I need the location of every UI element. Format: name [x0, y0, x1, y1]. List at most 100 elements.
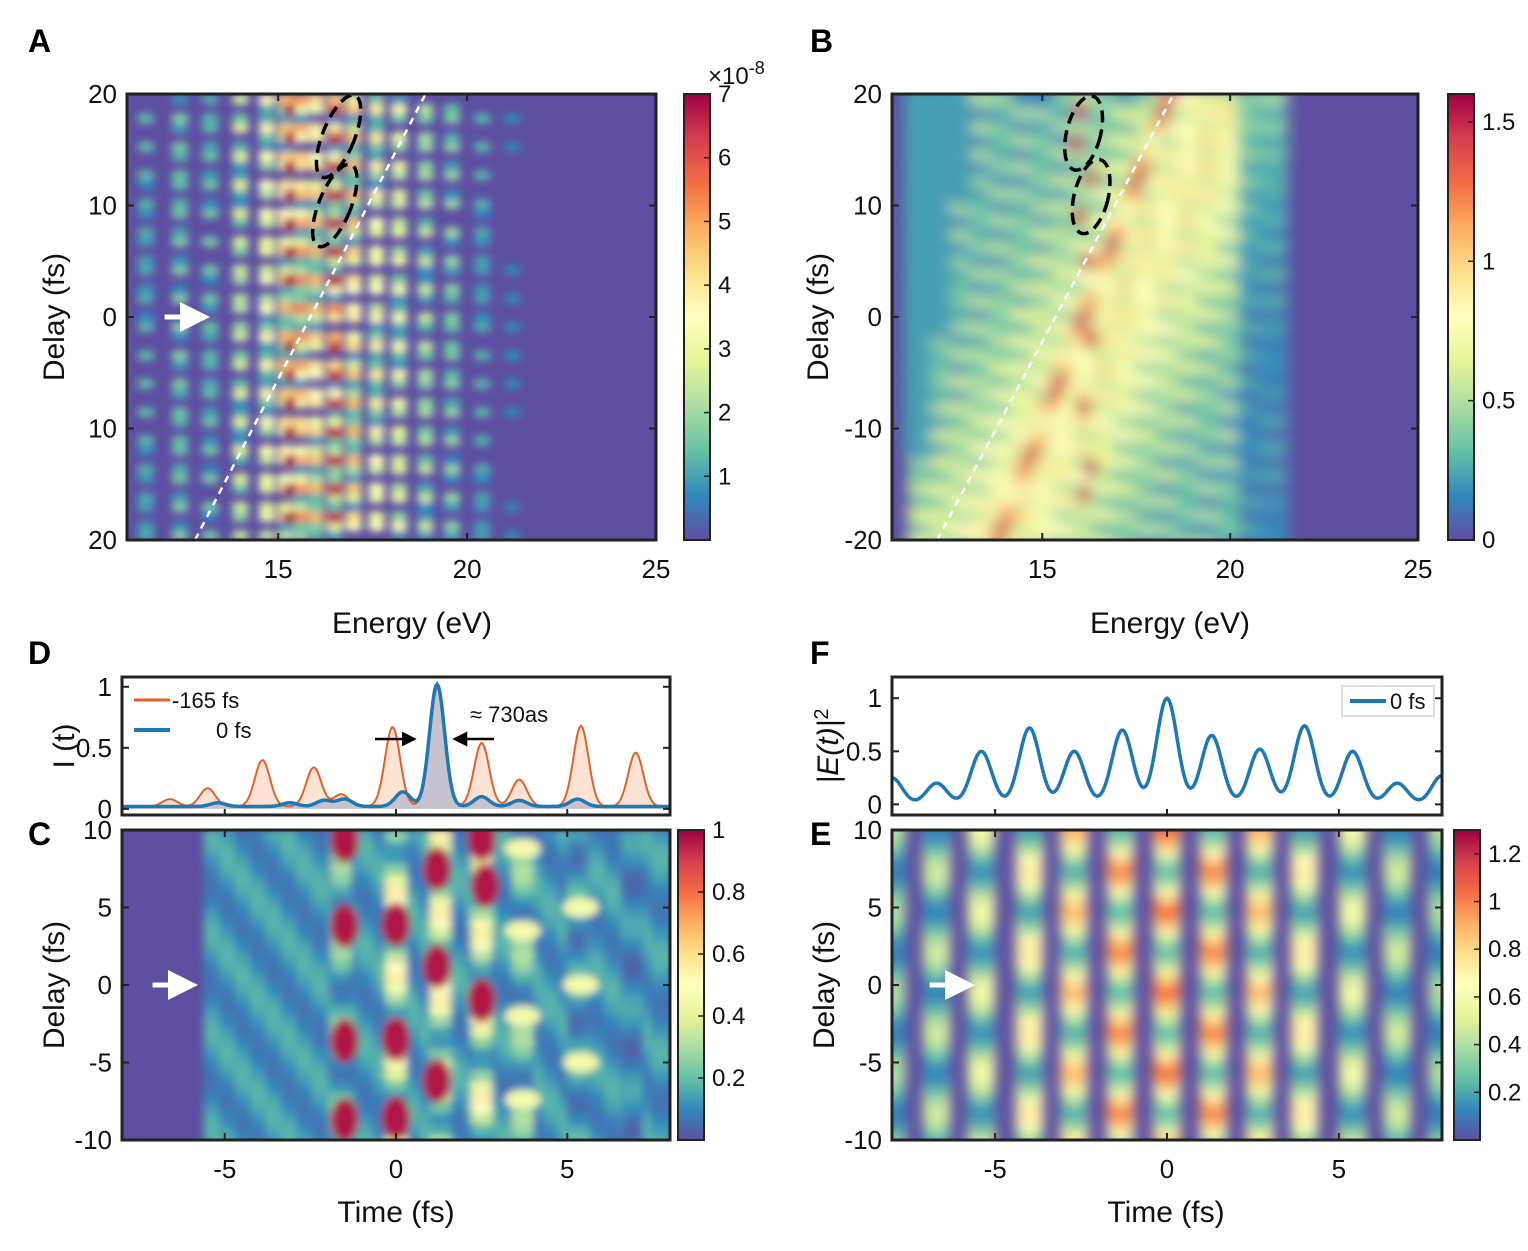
- heatmap-cell: [257, 131, 276, 143]
- xtick-label-e: 0: [1160, 1154, 1174, 1184]
- xtick-label-b: 20: [1216, 554, 1245, 584]
- heatmap-cell: [231, 198, 250, 210]
- heatmap-cell: [170, 94, 189, 106]
- legend-f: 0 fs: [1341, 685, 1435, 717]
- heatmap-cell: [170, 198, 189, 210]
- heatmap-cell: [510, 905, 535, 920]
- heatmap-cell: [367, 141, 386, 153]
- xtick-label-a: 15: [264, 554, 293, 584]
- heatmap-cell: [257, 150, 276, 162]
- heatmap-cell: [231, 397, 250, 409]
- heatmap-cell: [469, 1078, 494, 1093]
- heatmap-cell: [469, 1100, 494, 1115]
- heatmap-cell: [428, 1013, 453, 1028]
- heatmap-cell: [1069, 135, 1084, 154]
- heatmap-cell: [510, 1057, 535, 1072]
- colorbar-label-e: 0.4: [1488, 1032, 1521, 1059]
- heatmap-cell: [325, 501, 344, 513]
- heatmap-cell: [136, 236, 155, 248]
- heatmap-cell: [201, 150, 220, 162]
- heatmap-cell: [390, 103, 409, 115]
- heatmap-cell: [416, 454, 435, 466]
- heatmap-cell: [473, 473, 492, 485]
- heatmap-cell: [384, 991, 408, 1006]
- heatmap-cell: [291, 492, 310, 504]
- heatmap-cell: [306, 340, 325, 352]
- heatmap-cell: [328, 423, 341, 440]
- heatmap-cell: [306, 425, 325, 437]
- heatmap-cell: [390, 511, 409, 523]
- ylabel-d: I (t): [48, 724, 81, 769]
- panel-label-e: E: [810, 816, 831, 852]
- heatmap-cell: [416, 397, 435, 409]
- heatmap-cell: [136, 169, 155, 181]
- heatmap-cell: [925, 830, 949, 837]
- colorbar-label-e: 0.6: [1488, 984, 1521, 1011]
- heatmap-cell: [390, 94, 409, 106]
- heatmap-cell: [170, 473, 189, 485]
- heatmap-cell: [473, 113, 492, 125]
- heatmap-cell: [442, 113, 461, 125]
- heatmap-cell: [620, 883, 645, 898]
- ytick-label-a: 20: [88, 525, 117, 555]
- heatmap-cell: [136, 473, 155, 485]
- heatmap-cell: [428, 894, 453, 909]
- panel-e: E 10 5 0 -5 -10 -5 0 5 Time (fs) Delay (fs) 0.2…: [808, 815, 1521, 1229]
- heatmap-cell: [344, 520, 363, 532]
- heatmap-cell: [565, 883, 590, 898]
- heatmap-cell: [201, 274, 220, 286]
- heatmap-cell: [344, 416, 363, 428]
- heatmap-cell: [442, 293, 461, 305]
- heatmap-cell: [390, 482, 409, 494]
- heatmap-cell: [344, 492, 363, 504]
- heatmap-cell: [276, 444, 295, 456]
- heatmap-cell: [473, 463, 492, 475]
- heatmap-cell: [1385, 830, 1409, 837]
- heatmap-cell: [325, 293, 344, 305]
- heatmap-cell: [306, 463, 325, 475]
- heatmap-cell: [344, 302, 363, 314]
- heatmap-cell: [136, 530, 155, 540]
- heatmap-cell: [367, 160, 386, 172]
- heatmap-cell: [344, 473, 363, 485]
- heatmap-cell: [344, 340, 363, 352]
- heatmap-cell: [390, 435, 409, 447]
- heatmap-cell: [170, 492, 189, 504]
- heatmap-cell: [344, 501, 363, 513]
- heatmap-cell: [442, 397, 461, 409]
- heatmap-cell: [416, 368, 435, 380]
- heatmap-cell: [136, 312, 155, 324]
- heatmap-cell: [291, 378, 310, 390]
- xlabel-b: Energy (eV): [1090, 607, 1250, 640]
- heatmap-cell: [649, 1035, 670, 1050]
- heatmap-cell: [1075, 305, 1096, 320]
- heatmap-cell: [473, 236, 492, 248]
- heatmap-cell: [620, 1024, 645, 1039]
- heatmap-cell: [367, 188, 386, 200]
- heatmap-cell: [136, 226, 155, 238]
- heatmap-cell: [201, 378, 220, 390]
- ytick-label-a: 10: [88, 414, 117, 444]
- colorbar-label-c: 0.8: [712, 879, 745, 906]
- heatmap-cell: [620, 1013, 645, 1028]
- heatmap-cell: [649, 1089, 670, 1104]
- heatmap-cell: [1340, 830, 1365, 837]
- heatmap-cell: [565, 1078, 590, 1093]
- heatmap-cell: [367, 331, 386, 343]
- legend-d: -165 fs 0 fs: [134, 688, 251, 743]
- heatmap-cell: [442, 520, 461, 532]
- xtick-label-b: 25: [1404, 554, 1433, 584]
- heatmap-cell: [325, 302, 344, 314]
- heatmap-cell: [325, 492, 344, 504]
- heatmap-cell: [442, 349, 461, 361]
- heatmap-cell: [291, 160, 310, 172]
- heatmap-cell: [416, 378, 435, 390]
- heatmap-cell: [291, 359, 310, 371]
- colorbar-label-b: 1.5: [1482, 109, 1515, 136]
- heatmap-cell: [367, 349, 386, 361]
- colorbar-label-a: 5: [718, 208, 731, 235]
- heatmap-cell: [442, 226, 461, 238]
- heatmap-cell: [306, 473, 325, 485]
- heatmap-cell: [510, 981, 535, 996]
- heatmap-cell: [257, 359, 276, 371]
